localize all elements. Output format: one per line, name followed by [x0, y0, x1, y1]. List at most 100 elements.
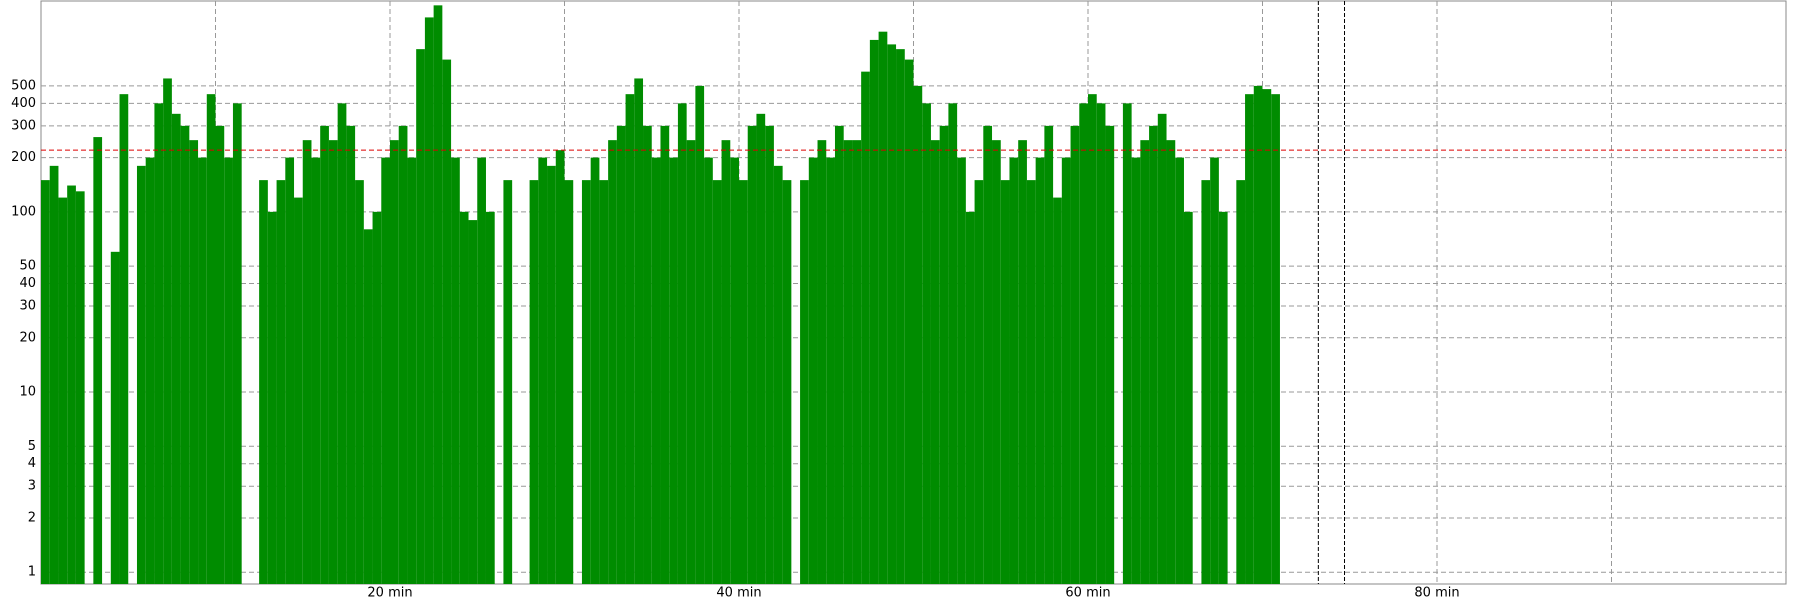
bar: [503, 180, 513, 584]
bar: [1000, 180, 1010, 584]
bar: [817, 140, 827, 584]
bar: [669, 157, 678, 584]
bar: [171, 113, 181, 585]
y-tick-label: 3: [28, 479, 36, 494]
bar: [390, 140, 399, 584]
y-tick-label: 30: [19, 299, 36, 314]
bar: [1253, 85, 1263, 584]
y-tick-label: 10: [19, 385, 36, 400]
bar: [887, 44, 897, 585]
bar: [896, 49, 905, 584]
bar: [398, 125, 408, 584]
bar: [328, 140, 338, 584]
bar: [346, 125, 356, 584]
bar: [843, 140, 853, 584]
bar: [904, 59, 914, 584]
bar: [363, 229, 373, 585]
bar: [1061, 157, 1071, 584]
bar: [739, 180, 748, 584]
bar: [1218, 211, 1228, 584]
bar: [547, 165, 556, 584]
bar: [1157, 113, 1167, 585]
y-tick-label: 50: [19, 259, 36, 274]
bar: [704, 157, 713, 584]
y-tick-label: 100: [11, 204, 36, 219]
bar: [834, 125, 844, 584]
bar: [1009, 157, 1019, 584]
bar: [67, 185, 76, 584]
bar: [1122, 103, 1132, 584]
bar: [267, 211, 277, 584]
bar: [49, 165, 59, 584]
bar: [930, 140, 940, 584]
bar: [660, 125, 670, 584]
y-tick-label: 40: [19, 276, 36, 291]
y-tick-label: 300: [11, 118, 36, 133]
bar: [782, 180, 792, 584]
bar: [922, 103, 931, 584]
bar: [756, 113, 766, 585]
bar: [154, 103, 164, 584]
bar: [119, 94, 129, 585]
bar: [695, 85, 705, 584]
bar: [1166, 140, 1176, 584]
bar: [747, 125, 757, 584]
bar: [861, 71, 870, 584]
bar: [1026, 180, 1036, 584]
bar: [451, 157, 460, 584]
bar: [424, 17, 434, 584]
bar: [189, 140, 199, 584]
bar: [599, 180, 609, 584]
bar: [355, 180, 364, 584]
bar: [276, 180, 286, 584]
x-tick-label: 20 min: [367, 586, 412, 600]
bar: [852, 140, 862, 584]
bar: [555, 150, 565, 584]
bar: [721, 140, 731, 584]
y-tick-label: 2: [28, 510, 36, 525]
bar: [1131, 157, 1141, 584]
bar: [538, 157, 548, 584]
bar: [477, 157, 486, 584]
bar: [180, 125, 190, 584]
bar: [1105, 125, 1115, 584]
bar: [869, 39, 879, 584]
bar: [1149, 125, 1158, 584]
bar: [337, 103, 347, 584]
y-tick-label: 500: [11, 78, 36, 93]
bar: [110, 251, 120, 584]
bar: [564, 180, 574, 584]
bar: [590, 157, 600, 584]
bar: [1079, 103, 1088, 584]
bar: [808, 157, 818, 584]
bar: [1175, 157, 1184, 584]
bar: [616, 125, 626, 584]
bar: [957, 157, 966, 584]
bar: [878, 31, 888, 585]
bar: [407, 157, 417, 584]
bar: [442, 59, 452, 584]
bar: [75, 191, 85, 584]
bar: [1035, 157, 1045, 584]
bar: [311, 157, 321, 584]
y-tick-label: 200: [11, 150, 36, 165]
bar: [608, 140, 617, 584]
bar: [1201, 180, 1211, 584]
bar: [712, 180, 722, 584]
bar: [634, 78, 644, 584]
bar: [800, 180, 809, 584]
bar: [468, 220, 478, 584]
bar: [1183, 211, 1193, 584]
bar: [206, 94, 216, 585]
bar: [1044, 125, 1054, 584]
bar: [41, 180, 50, 584]
x-tick-label: 40 min: [716, 586, 761, 600]
bar: [1053, 197, 1062, 584]
bar: [215, 125, 225, 584]
y-tick-label: 5: [28, 439, 36, 454]
bar: [529, 180, 539, 584]
bar: [224, 157, 233, 584]
y-tick-label: 400: [11, 96, 36, 111]
bar: [677, 103, 687, 584]
bar: [1096, 103, 1106, 584]
